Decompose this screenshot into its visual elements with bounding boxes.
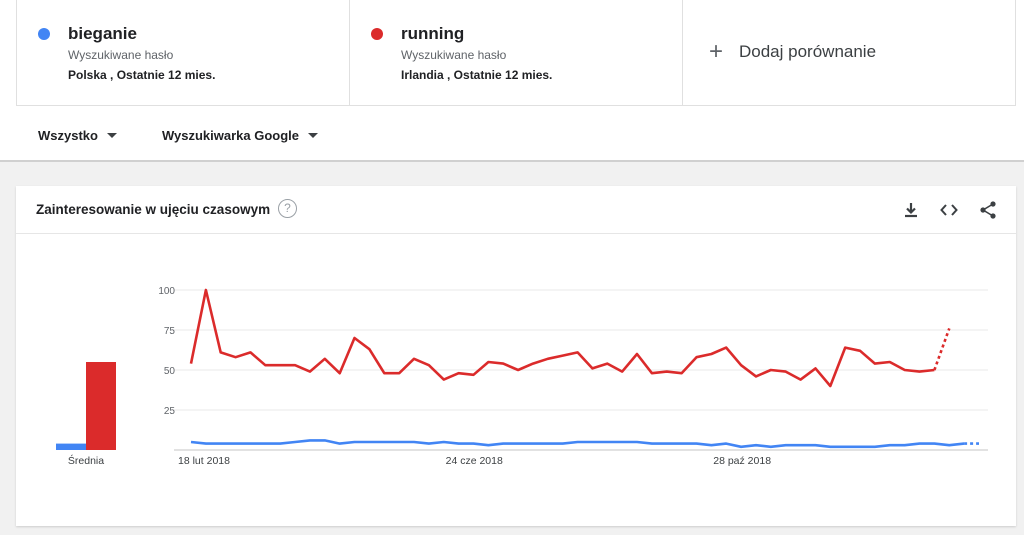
term-name: running	[401, 24, 465, 43]
series-color-dot	[38, 28, 50, 40]
average-bar-bieganie	[56, 443, 86, 450]
help-icon[interactable]: ?	[278, 199, 297, 218]
series-line-running	[189, 288, 935, 388]
add-comparison-card: + Dodaj porównanie	[683, 0, 1016, 106]
y-tick-label: 25	[164, 406, 176, 417]
add-comparison-button[interactable]: + Dodaj porównanie	[709, 38, 877, 65]
term-card-bieganie[interactable]: bieganie Wyszukiwane hasło Polska , Osta…	[17, 0, 350, 106]
y-tick-label: 50	[164, 366, 176, 377]
x-tick-label: 18 lut 2018	[178, 455, 230, 467]
card-title: Zainteresowanie w ujęciu czasowym	[36, 202, 271, 217]
y-tick-label: 75	[164, 326, 176, 337]
comparison-terms: bieganie Wyszukiwane hasło Polska , Osta…	[16, 0, 1016, 106]
average-bar-running	[86, 362, 116, 450]
dropdown-caret-icon	[308, 133, 319, 138]
filter-bar: Wszystko Wyszukiwarka Google	[0, 106, 1024, 162]
term-card-running[interactable]: running Wyszukiwane hasło Irlandia , Ost…	[350, 0, 683, 106]
term-name: bieganie	[68, 24, 137, 43]
y-tick-label: 100	[158, 286, 175, 297]
search-type-filter-label: Wyszukiwarka Google	[162, 128, 300, 143]
card-header: Zainteresowanie w ujęciu czasowym ?	[16, 186, 1016, 234]
term-type: Wyszukiwane hasło	[68, 48, 174, 62]
term-scope: Irlandia , Ostatnie 12 mies.	[401, 68, 553, 82]
add-comparison-label: Dodaj porównanie	[739, 42, 877, 61]
share-icon[interactable]	[978, 200, 998, 220]
search-type-filter-dropdown[interactable]: Wyszukiwarka Google	[162, 128, 319, 143]
interest-chart: 25 50 75 100 18 lut 2018 24 cze 2018 28 paź 20…	[56, 286, 988, 467]
category-filter-dropdown[interactable]: Wszystko	[38, 128, 117, 143]
interest-over-time-card: Zainteresowanie w ujęciu czasowym ? 25 50…	[16, 186, 1016, 526]
series-partial-line-running	[933, 327, 951, 371]
x-tick-label: 24 cze 2018	[446, 455, 503, 467]
download-icon[interactable]	[901, 200, 921, 220]
x-tick-label: 28 paź 2018	[713, 455, 771, 467]
term-scope: Polska , Ostatnie 12 mies.	[68, 68, 216, 82]
series-line-bieganie	[190, 439, 965, 449]
average-label: Średnia	[68, 454, 104, 467]
series-color-dot	[371, 28, 383, 40]
top-panel: bieganie Wyszukiwane hasło Polska , Osta…	[0, 0, 1024, 162]
embed-icon[interactable]	[939, 200, 959, 220]
term-type: Wyszukiwane hasło	[401, 48, 507, 62]
dropdown-caret-icon	[106, 133, 117, 138]
category-filter-label: Wszystko	[38, 128, 98, 143]
plus-icon: +	[709, 38, 724, 65]
